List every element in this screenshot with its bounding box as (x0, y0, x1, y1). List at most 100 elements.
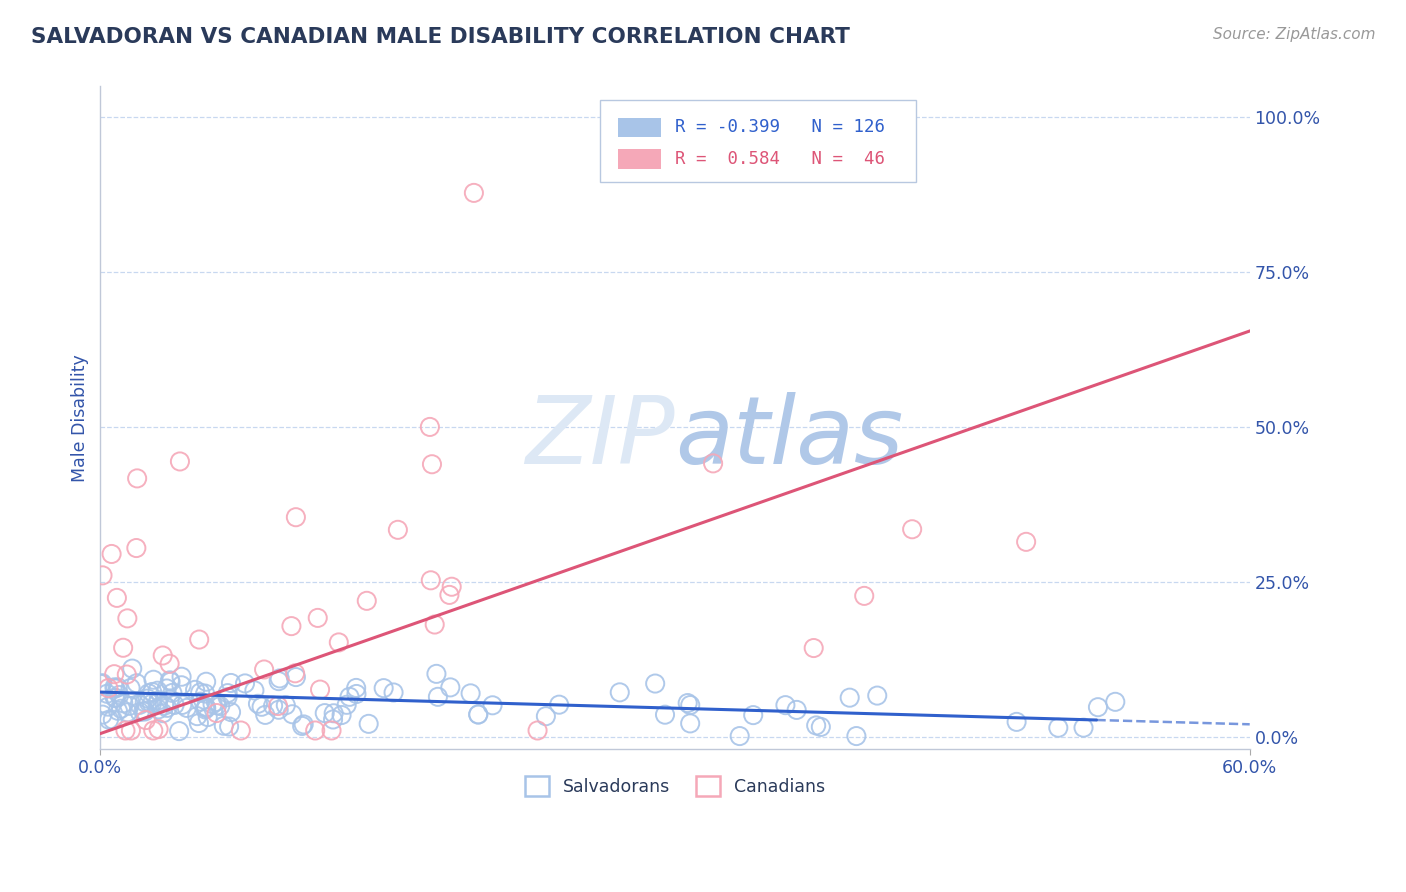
Point (93, 697, 115, 711)
FancyBboxPatch shape (617, 118, 661, 137)
Point (142, 723, 165, 738)
Point (676, 696, 699, 710)
Text: R = -0.399   N = 126: R = -0.399 N = 126 (675, 119, 884, 136)
Point (103, 667, 125, 681)
Point (141, 697, 163, 711)
Point (142, 673, 165, 687)
Point (467, 707, 489, 722)
Point (172, 698, 194, 712)
Point (170, 670, 193, 684)
Point (281, 707, 304, 722)
Point (96, 687, 118, 701)
Text: atlas: atlas (675, 392, 903, 483)
Point (219, 676, 242, 690)
Point (148, 722, 170, 736)
Point (205, 698, 228, 713)
Point (153, 698, 176, 713)
Point (194, 687, 217, 701)
Point (425, 666, 447, 681)
Point (212, 719, 235, 733)
Point (105, 591, 128, 605)
Point (209, 699, 232, 714)
Point (654, 707, 676, 722)
Point (134, 705, 156, 719)
Point (284, 510, 307, 524)
Point (250, 699, 273, 714)
Point (125, 541, 148, 555)
Point (344, 681, 367, 695)
Point (162, 686, 184, 700)
Point (159, 674, 181, 689)
Point (267, 703, 290, 717)
Point (803, 641, 825, 656)
Point (356, 594, 378, 608)
Point (321, 723, 343, 738)
Point (91, 568, 114, 582)
Point (194, 700, 217, 714)
Point (419, 574, 441, 588)
Point (463, 186, 485, 200)
Point (1073, 721, 1095, 735)
Point (387, 523, 409, 537)
Point (120, 681, 142, 695)
Point (91, 707, 114, 722)
Point (314, 706, 336, 720)
Point (786, 703, 808, 717)
Point (336, 698, 359, 712)
Text: ZIP: ZIP (526, 392, 675, 483)
Y-axis label: Male Disability: Male Disability (72, 354, 89, 482)
FancyBboxPatch shape (600, 100, 917, 183)
Point (775, 698, 797, 713)
Point (284, 666, 307, 681)
Point (167, 724, 190, 739)
Point (118, 698, 141, 713)
Point (609, 685, 631, 699)
Point (217, 690, 239, 705)
Point (679, 716, 702, 731)
Point (188, 685, 211, 699)
Point (253, 663, 276, 677)
Point (280, 619, 302, 633)
Point (132, 704, 155, 718)
Point (146, 696, 169, 710)
Point (217, 686, 239, 700)
Point (679, 698, 702, 712)
Point (159, 657, 181, 671)
Text: R =  0.584   N =  46: R = 0.584 N = 46 (675, 150, 884, 169)
Point (267, 698, 290, 713)
Point (526, 723, 548, 738)
Point (176, 701, 198, 715)
Point (534, 709, 557, 723)
Point (141, 685, 163, 699)
Point (373, 681, 395, 695)
Point (284, 670, 307, 684)
Point (112, 696, 135, 710)
Point (419, 420, 441, 434)
Point (901, 522, 924, 536)
Point (138, 686, 160, 700)
Point (328, 635, 350, 649)
Point (146, 683, 169, 698)
Point (195, 674, 218, 689)
Point (156, 701, 179, 715)
Point (246, 697, 269, 711)
Point (548, 698, 571, 712)
Point (742, 708, 765, 723)
Point (195, 701, 218, 715)
Point (322, 706, 344, 721)
Point (125, 676, 148, 690)
Point (205, 706, 228, 720)
Point (100, 547, 122, 561)
Point (112, 640, 135, 655)
Point (233, 676, 256, 690)
Point (127, 471, 149, 485)
Point (426, 690, 449, 704)
Point (138, 695, 160, 709)
Point (156, 681, 179, 696)
Point (98, 713, 121, 727)
Point (439, 588, 461, 602)
Legend: Salvadorans, Canadians: Salvadorans, Canadians (517, 770, 832, 804)
Point (853, 589, 876, 603)
Point (219, 705, 242, 719)
Point (243, 683, 266, 698)
